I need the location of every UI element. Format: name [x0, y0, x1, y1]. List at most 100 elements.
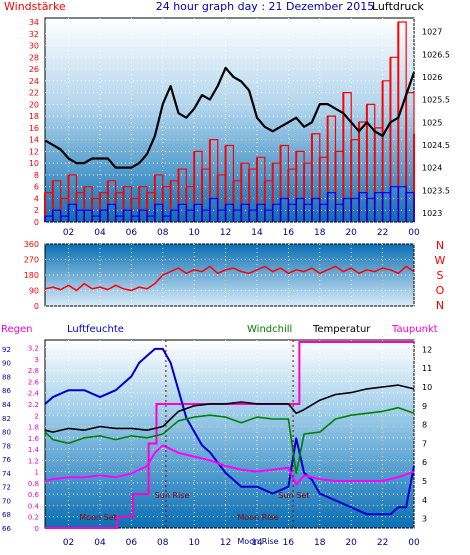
rain-tick-label: 1	[35, 469, 39, 477]
legend-label: Luftfeuchte	[67, 324, 124, 335]
x-tick-label: 16	[283, 228, 295, 238]
direction-tick-label: 0	[34, 302, 39, 311]
rain-tick-label: 0.4	[28, 502, 40, 510]
x-tick-label: 18	[314, 538, 326, 548]
humidity-tick-label: 84	[2, 401, 11, 409]
temp-tick-label: 6	[422, 458, 427, 467]
dewpoint-line	[44, 444, 415, 486]
left-tick-label: 30	[29, 42, 39, 51]
humidity-tick-label: 74	[2, 470, 11, 478]
compass-label: O	[436, 284, 445, 297]
right-tick-label: 1026.5	[422, 50, 450, 59]
event-annotation: Moon Set	[79, 513, 116, 522]
rain-tick-label: 2	[35, 412, 39, 420]
wind-speed-line	[45, 186, 415, 217]
temp-tick-label: 10	[422, 383, 432, 392]
left-tick-label: 26	[29, 65, 39, 74]
rain-tick-label: 0.8	[28, 480, 39, 488]
left-tick-label: 0	[34, 218, 39, 227]
humidity-tick-label: 90	[2, 360, 11, 368]
wind-pressure-panel	[44, 17, 415, 223]
x-tick-label: 18	[314, 228, 326, 238]
left-tick-label: 14	[29, 136, 39, 145]
direction-tick-label: 90	[29, 287, 39, 296]
left-tick-label: 24	[29, 77, 39, 86]
x-tick-label: 20	[345, 538, 357, 548]
right-tick-label: 1025.5	[422, 96, 450, 105]
rain-tick-label: 3	[35, 356, 39, 364]
x-tick-label: 08	[157, 228, 169, 238]
x-tick-label: 02	[63, 228, 74, 238]
x-tick-label: 00	[408, 228, 420, 238]
x-tick-label: 16	[283, 538, 295, 548]
temp-humidity-panel	[44, 339, 415, 529]
right-tick-label: 1027	[422, 28, 442, 37]
rain-tick-label: 0.2	[28, 514, 39, 522]
x-tick-label: 04	[94, 228, 106, 238]
left-tick-label: 12	[29, 147, 39, 156]
rain-tick-label: 2.6	[28, 378, 40, 386]
chart-title: 24 hour graph day : 21 Dezember 2015	[156, 0, 375, 13]
left-tick-label: 10	[29, 159, 39, 168]
right-tick-label: 1023.5	[422, 186, 450, 195]
left-tick-label: 16	[29, 124, 39, 133]
rain-tick-label: 1.2	[28, 457, 39, 465]
wind-axis-label: Windstärke	[4, 0, 66, 13]
humidity-tick-label: 80	[2, 429, 11, 437]
humidity-tick-label: 72	[2, 484, 11, 492]
left-tick-label: 28	[29, 53, 39, 62]
rain-tick-label: 2.4	[28, 390, 40, 398]
humidity-tick-label: 86	[2, 387, 11, 395]
left-tick-label: 2	[34, 206, 39, 215]
x-tick-label: 12	[220, 228, 231, 238]
right-tick-label: 1025	[422, 118, 442, 127]
right-tick-label: 1024.5	[422, 141, 450, 150]
temp-tick-label: 8	[422, 421, 427, 430]
rain-tick-label: 1.8	[28, 424, 39, 432]
pressure-axis-label: Luftdruck	[372, 0, 424, 13]
x-tick-label: 04	[94, 538, 106, 548]
left-tick-label: 6	[34, 183, 39, 192]
temperature-line	[44, 384, 415, 433]
x-tick-label: 10	[188, 538, 200, 548]
humidity-line	[44, 347, 415, 516]
temp-tick-label: 11	[422, 364, 432, 373]
rain-tick-label: 1.4	[28, 446, 40, 454]
x-tick-label: 02	[63, 538, 74, 548]
temp-tick-label: 3	[422, 515, 427, 524]
pressure-line	[44, 66, 416, 169]
humidity-tick-label: 66	[2, 525, 11, 533]
right-tick-label: 1024	[422, 164, 442, 173]
wind-direction-line	[44, 265, 415, 292]
x-tick-label: 06	[126, 228, 138, 238]
humidity-tick-label: 82	[2, 415, 11, 423]
rain-tick-label: 3.2	[28, 345, 39, 353]
temp-tick-label: 7	[422, 439, 427, 448]
rain-tick-label: 0.6	[28, 491, 40, 499]
humidity-tick-label: 70	[2, 497, 11, 505]
event-annotation: Moon Rise	[237, 513, 278, 522]
compass-label: N	[436, 239, 444, 252]
x-tick-label: 20	[345, 228, 357, 238]
temp-tick-label: 9	[422, 402, 427, 411]
right-tick-label: 1023	[422, 209, 442, 218]
x-tick-label: 14	[251, 538, 263, 548]
x-tick-label: 22	[377, 228, 388, 238]
compass-label: S	[437, 269, 444, 282]
x-tick-label: 00	[408, 538, 420, 548]
compass-label: W	[435, 254, 446, 267]
right-tick-label: 1026	[422, 73, 442, 82]
left-tick-label: 32	[29, 30, 39, 39]
legend-label: Temperatur	[312, 324, 371, 335]
rain-tick-label: 2.2	[28, 401, 39, 409]
left-tick-label: 22	[29, 89, 39, 98]
left-tick-label: 8	[34, 171, 39, 180]
direction-tick-label: 180	[24, 271, 39, 280]
rain-tick-label: 1.6	[28, 435, 40, 443]
direction-tick-label: 270	[24, 256, 39, 265]
left-tick-label: 4	[34, 194, 39, 203]
humidity-tick-label: 92	[2, 346, 11, 354]
event-annotation: Moon Rise	[237, 537, 278, 546]
event-annotation: Sun Set	[279, 491, 310, 500]
